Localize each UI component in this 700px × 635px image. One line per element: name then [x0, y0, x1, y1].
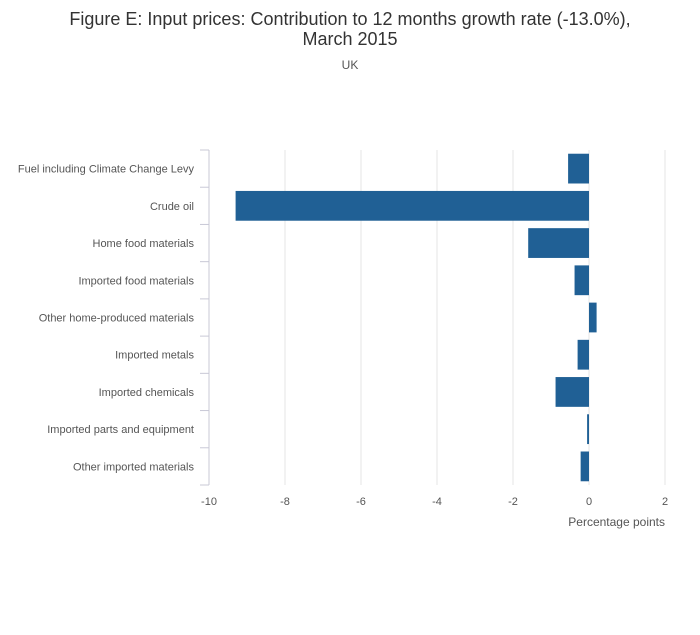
x-tick-label: -4 [432, 496, 442, 508]
bar [587, 414, 589, 445]
category-label: Imported food materials [78, 275, 194, 287]
bar [574, 265, 589, 296]
category-label: Imported chemicals [99, 387, 195, 399]
x-tick-label: 0 [586, 496, 592, 508]
bar [577, 339, 589, 370]
category-label: Home food materials [93, 238, 195, 250]
category-label: Crude oil [150, 201, 194, 213]
x-tick-label: -10 [201, 496, 217, 508]
category-label: Other imported materials [73, 461, 195, 473]
category-label: Other home-produced materials [39, 313, 195, 325]
category-label: Fuel including Climate Change Levy [18, 164, 195, 176]
x-tick-label: -6 [356, 496, 366, 508]
chart-title-line-1: Figure E: Input prices: Contribution to … [69, 9, 630, 29]
x-tick-label: -8 [280, 496, 290, 508]
x-tick-label: 2 [662, 496, 668, 508]
x-axis-title: Percentage points [568, 515, 665, 529]
category-label: Imported parts and equipment [47, 424, 194, 436]
bar [568, 153, 589, 184]
bar [235, 190, 589, 221]
category-label: Imported metals [115, 350, 194, 362]
bar [555, 377, 589, 407]
x-tick-label: -2 [508, 496, 518, 508]
bar [580, 451, 589, 482]
bar [589, 302, 597, 333]
value-axis: -10 -8 -6 -4 -2 0 2 [201, 496, 668, 508]
chart-subtitle: UK [342, 58, 359, 72]
category-axis: Fuel including Climate Change Levy Crude … [18, 149, 210, 486]
bars [235, 153, 597, 482]
bar [528, 228, 589, 258]
chart-title-line-2: March 2015 [302, 29, 397, 49]
